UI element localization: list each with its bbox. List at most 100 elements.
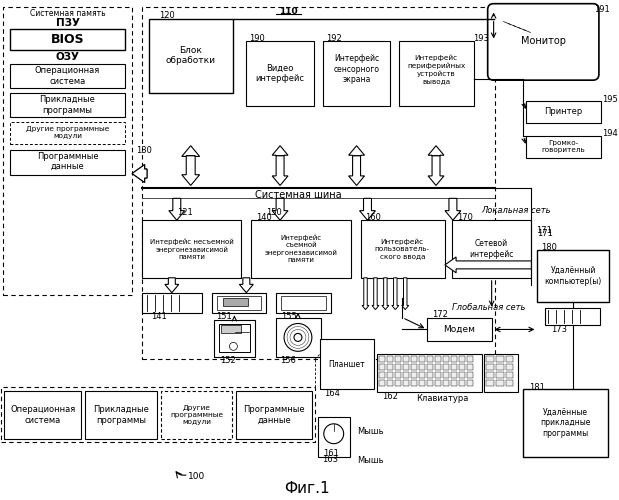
Bar: [10, 150, 125, 174]
Bar: [378, 354, 482, 392]
Bar: [451, 380, 457, 386]
Bar: [427, 356, 433, 362]
Bar: [411, 372, 417, 378]
Text: ОЗУ: ОЗУ: [56, 52, 79, 62]
Bar: [524, 389, 608, 456]
FancyBboxPatch shape: [488, 4, 599, 80]
Text: Сетевой
интерфейс: Сетевой интерфейс: [469, 240, 514, 258]
Text: Интерфейс
периферийных
устройств
вывода: Интерфейс периферийных устройств вывода: [407, 55, 465, 84]
Bar: [459, 364, 465, 370]
Bar: [545, 308, 600, 326]
Text: 163: 163: [322, 455, 338, 464]
Text: 140: 140: [256, 212, 272, 222]
Text: Модем: Модем: [443, 325, 475, 334]
Polygon shape: [445, 257, 531, 273]
Bar: [276, 318, 321, 358]
Text: Мышь: Мышь: [358, 456, 384, 465]
Bar: [10, 64, 125, 88]
Polygon shape: [272, 146, 288, 156]
Bar: [212, 292, 266, 312]
Text: Блок
обработки: Блок обработки: [166, 46, 215, 65]
Bar: [496, 364, 504, 370]
Bar: [399, 42, 474, 106]
Bar: [467, 380, 473, 386]
Polygon shape: [360, 198, 376, 220]
Text: ПЗУ: ПЗУ: [56, 18, 79, 28]
Bar: [161, 391, 232, 438]
Bar: [451, 356, 457, 362]
Bar: [10, 93, 125, 117]
Bar: [443, 356, 449, 362]
Polygon shape: [182, 146, 200, 156]
Bar: [467, 356, 473, 362]
Polygon shape: [132, 164, 147, 182]
Text: Удалённый
компьютер(ы): Удалённый компьютер(ы): [545, 266, 602, 285]
Bar: [452, 220, 531, 278]
Bar: [387, 380, 393, 386]
Bar: [411, 356, 417, 362]
Polygon shape: [348, 156, 365, 186]
Text: 120: 120: [159, 11, 175, 20]
Bar: [443, 380, 449, 386]
Bar: [4, 391, 82, 438]
Text: Видео
интерфейс: Видео интерфейс: [256, 64, 305, 83]
Text: 161: 161: [322, 449, 339, 458]
Bar: [142, 6, 495, 360]
Bar: [443, 372, 449, 378]
Text: 195: 195: [602, 94, 618, 104]
Bar: [486, 380, 493, 386]
Text: Клавиатура: Клавиатура: [416, 394, 468, 404]
Text: Другие
программные
модули: Другие программные модули: [170, 405, 223, 425]
Bar: [486, 364, 493, 370]
Bar: [496, 380, 504, 386]
Text: 171: 171: [536, 226, 552, 234]
Polygon shape: [392, 278, 399, 310]
Bar: [236, 391, 312, 438]
Bar: [526, 101, 601, 123]
Bar: [427, 318, 491, 342]
Bar: [537, 250, 609, 302]
Bar: [223, 298, 248, 306]
Bar: [10, 122, 125, 144]
Polygon shape: [372, 278, 379, 310]
Bar: [506, 356, 514, 362]
Bar: [214, 320, 255, 358]
Text: 130: 130: [136, 146, 152, 155]
Bar: [320, 340, 374, 389]
Text: 170: 170: [457, 212, 473, 222]
Text: 110: 110: [279, 7, 297, 16]
Bar: [435, 364, 441, 370]
Text: 190: 190: [249, 34, 265, 43]
Bar: [217, 296, 261, 310]
Polygon shape: [169, 198, 184, 220]
Bar: [379, 380, 386, 386]
Bar: [411, 380, 417, 386]
Bar: [403, 380, 409, 386]
Text: 152: 152: [220, 356, 236, 364]
Text: Мышь: Мышь: [358, 428, 384, 436]
Bar: [403, 356, 409, 362]
Bar: [419, 380, 425, 386]
Polygon shape: [382, 278, 389, 310]
Polygon shape: [240, 278, 253, 292]
Bar: [486, 372, 493, 378]
Text: 191: 191: [594, 5, 610, 14]
Bar: [459, 372, 465, 378]
Text: 121: 121: [177, 208, 193, 217]
Text: Фиг.1: Фиг.1: [284, 481, 330, 496]
Bar: [387, 364, 393, 370]
Bar: [246, 42, 314, 106]
Bar: [427, 364, 433, 370]
Bar: [459, 356, 465, 362]
Bar: [387, 356, 393, 362]
Text: Интерфейс несъемной
энергонезависимой
памяти: Интерфейс несъемной энергонезависимой па…: [150, 238, 233, 260]
Text: 193: 193: [473, 34, 488, 43]
Bar: [467, 372, 473, 378]
Text: 173: 173: [552, 325, 567, 334]
Text: 151: 151: [217, 312, 232, 321]
Bar: [379, 372, 386, 378]
Text: 156: 156: [280, 356, 296, 364]
Text: Операционная
система: Операционная система: [35, 66, 100, 86]
Text: 192: 192: [326, 34, 342, 43]
Text: Системная шина: Системная шина: [254, 190, 341, 200]
